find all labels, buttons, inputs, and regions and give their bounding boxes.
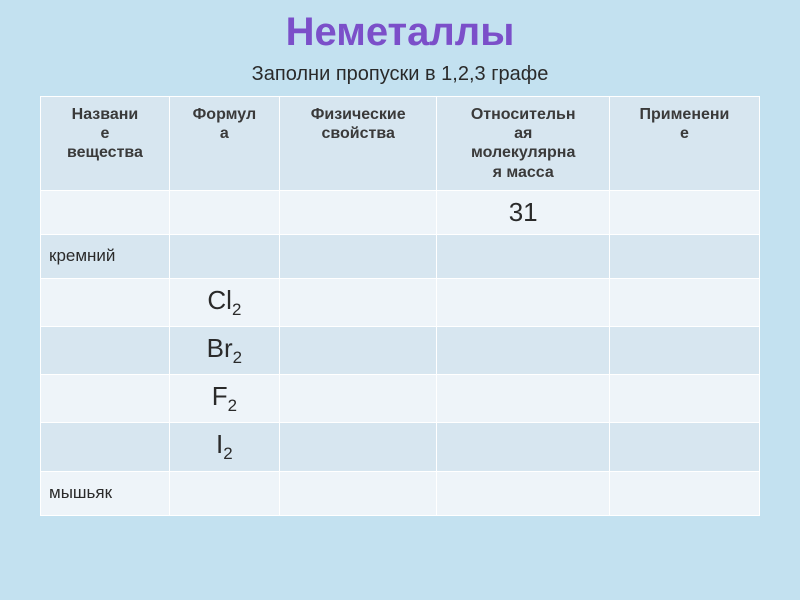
- cell-formula: [169, 190, 279, 234]
- formula-sub: 2: [223, 445, 232, 464]
- cell-mass: [437, 278, 609, 326]
- col-properties: Физическиесвойства: [279, 97, 437, 191]
- cell-name: мышьяк: [41, 471, 170, 515]
- cell-properties: [279, 375, 437, 423]
- cell-properties: [279, 326, 437, 374]
- table-row: F2: [41, 375, 760, 423]
- cell-properties: [279, 471, 437, 515]
- formula-sub: 2: [232, 300, 241, 319]
- cell-use: [609, 326, 759, 374]
- col-use: Применение: [609, 97, 759, 191]
- col-name: Названиевещества: [41, 97, 170, 191]
- cell-name: [41, 326, 170, 374]
- cell-name: [41, 423, 170, 471]
- formula-base: Cl: [207, 285, 232, 315]
- cell-name: [41, 375, 170, 423]
- table-row: 31: [41, 190, 760, 234]
- table-row: Cl2: [41, 278, 760, 326]
- cell-use: [609, 190, 759, 234]
- formula-base: F: [212, 381, 228, 411]
- cell-mass: [437, 471, 609, 515]
- cell-use: [609, 234, 759, 278]
- cell-mass: [437, 234, 609, 278]
- cell-formula: F2: [169, 375, 279, 423]
- col-mass: Относительнаямолекулярная масса: [437, 97, 609, 191]
- table-row: мышьяк: [41, 471, 760, 515]
- page-subtitle: Заполни пропуски в 1,2,3 графе: [40, 63, 760, 86]
- cell-formula: Br2: [169, 326, 279, 374]
- cell-formula: [169, 471, 279, 515]
- table-header-row: Названиевещества Формула Физическиесвойс…: [41, 97, 760, 191]
- formula-base: Br: [207, 333, 233, 363]
- cell-mass: 31: [437, 190, 609, 234]
- formula-sub: 2: [233, 348, 242, 367]
- cell-formula: Cl2: [169, 278, 279, 326]
- col-formula: Формула: [169, 97, 279, 191]
- cell-properties: [279, 190, 437, 234]
- formula-sub: 2: [228, 396, 237, 415]
- cell-mass: [437, 326, 609, 374]
- cell-formula: [169, 234, 279, 278]
- page-title: Неметаллы: [40, 10, 760, 55]
- cell-properties: [279, 234, 437, 278]
- table-row: Br2: [41, 326, 760, 374]
- cell-use: [609, 471, 759, 515]
- cell-use: [609, 375, 759, 423]
- table-row: I2: [41, 423, 760, 471]
- cell-properties: [279, 423, 437, 471]
- table-row: кремний: [41, 234, 760, 278]
- cell-properties: [279, 278, 437, 326]
- cell-mass: [437, 375, 609, 423]
- cell-mass: [437, 423, 609, 471]
- cell-name: [41, 278, 170, 326]
- cell-formula: I2: [169, 423, 279, 471]
- nonmetals-table: Названиевещества Формула Физическиесвойс…: [40, 96, 760, 516]
- cell-use: [609, 278, 759, 326]
- cell-use: [609, 423, 759, 471]
- cell-name: кремний: [41, 234, 170, 278]
- slide-container: Неметаллы Заполни пропуски в 1,2,3 графе…: [0, 0, 800, 600]
- cell-name: [41, 190, 170, 234]
